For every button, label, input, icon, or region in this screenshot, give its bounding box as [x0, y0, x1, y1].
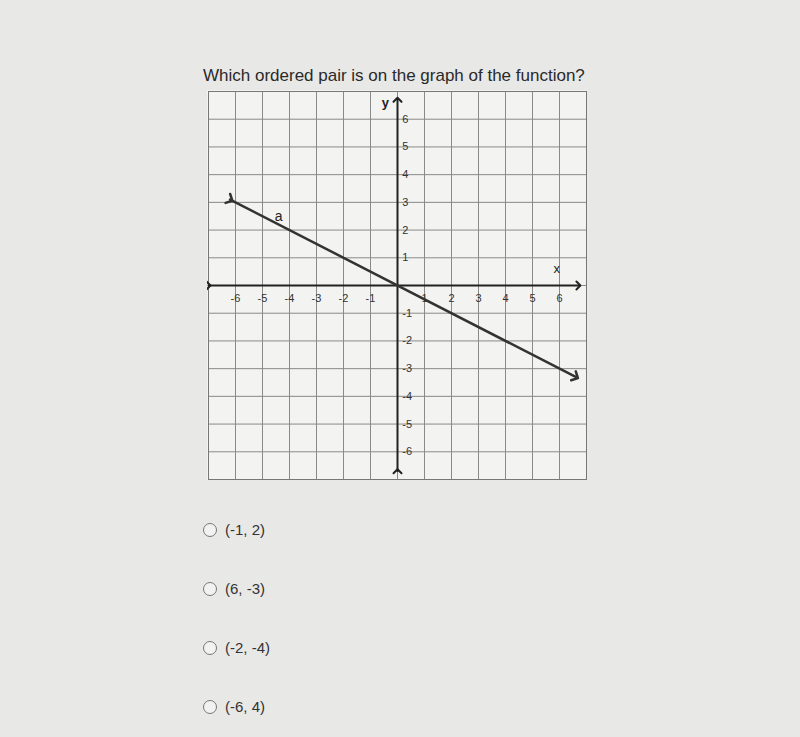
svg-text:-2: -2	[339, 291, 349, 303]
html-text:(-2, -4): (-2, -4)	[225, 639, 270, 656]
svg-text:x: x	[554, 261, 561, 276]
svg-text:-5: -5	[258, 291, 268, 303]
html-text:(-1, 2): (-1, 2)	[225, 521, 265, 538]
svg-text:-5: -5	[402, 418, 412, 430]
svg-text:3: 3	[402, 196, 408, 208]
svg-text:-4: -4	[285, 291, 295, 303]
svg-text:-1: -1	[402, 307, 412, 319]
svg-text:-1: -1	[366, 291, 376, 303]
svg-text:y: y	[382, 95, 390, 110]
svg-text:-6: -6	[231, 291, 241, 303]
svg-text:-3: -3	[312, 291, 322, 303]
svg-text:1: 1	[421, 291, 428, 304]
svg-text:5: 5	[402, 140, 408, 152]
html-text:(-6, 4): (-6, 4)	[225, 698, 265, 715]
svg-text:-4: -4	[402, 390, 412, 402]
svg-text:4: 4	[502, 291, 508, 303]
svg-text:6: 6	[556, 291, 562, 303]
svg-text:2: 2	[448, 291, 454, 303]
html-text:Which ordered pair is on the g: Which ordered pair is on the graph of th…	[203, 66, 585, 85]
svg-text:6: 6	[402, 113, 408, 125]
svg-text:1: 1	[402, 251, 408, 263]
svg-text:4: 4	[402, 168, 408, 180]
svg-text:5: 5	[529, 291, 535, 303]
svg-text:a: a	[275, 208, 283, 224]
svg-text:2: 2	[402, 224, 408, 236]
svg-text:3: 3	[475, 291, 481, 303]
svg-text:-3: -3	[402, 362, 412, 374]
html-text:(6, -3): (6, -3)	[225, 580, 265, 597]
svg-text:-6: -6	[402, 445, 412, 457]
svg-text:-2: -2	[402, 334, 412, 346]
